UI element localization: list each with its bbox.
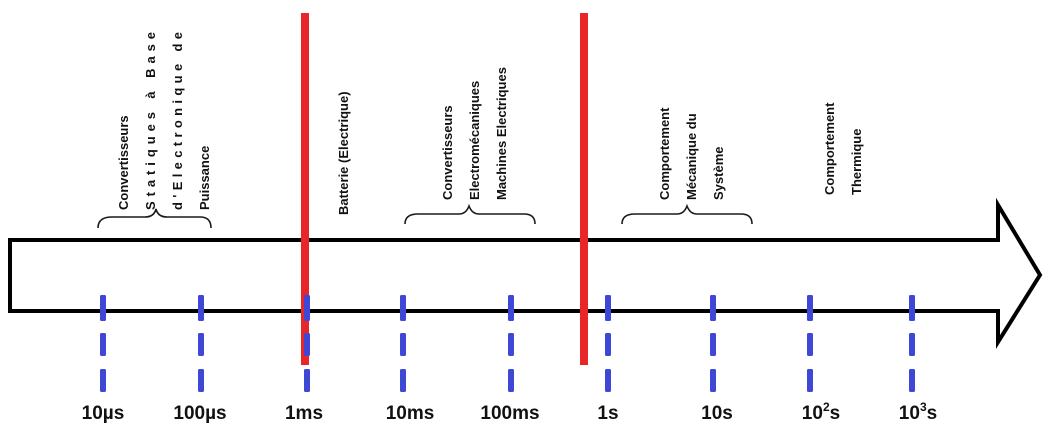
tick-marker-5 [605, 295, 611, 321]
tick-marker-4 [508, 369, 514, 392]
tick-marker-4 [508, 333, 514, 356]
tick-marker-5 [605, 369, 611, 392]
separator-line-1ms [301, 13, 309, 365]
tick-marker-8 [909, 333, 915, 356]
group-label-line: Convertisseurs [116, 115, 131, 210]
tick-exponent: 2 [823, 400, 830, 414]
group-label-line: Statiques à Base [143, 32, 158, 210]
tick-marker-0 [100, 295, 106, 321]
tick-labels: 10µs 100µs 1ms 10ms 100ms 1s 10s 102s 10… [82, 400, 938, 424]
tick-marker-2 [304, 369, 310, 392]
group-comportement-thermique: Comportement Thermique [822, 102, 864, 195]
tick-marker-6 [710, 295, 716, 321]
tick-marker-8 [909, 369, 915, 392]
tick-label-1e2s: 102s [802, 400, 840, 424]
group-label-line: Système [711, 147, 726, 200]
tick-marker-2 [304, 333, 310, 356]
group-label-line: Puissance [197, 146, 212, 210]
group-label-line: Thermique [849, 129, 864, 195]
tick-label-1s: 1s [597, 403, 618, 424]
tick-marker-1 [198, 333, 204, 356]
tick-base: 10 [802, 403, 823, 424]
tick-base: 10 [899, 403, 920, 424]
tick-label-10ms: 10ms [386, 403, 435, 424]
group-label-line: Electromécaniques [467, 81, 482, 200]
tick-marker-7 [807, 333, 813, 356]
tick-label-10s: 10s [701, 403, 733, 424]
tick-label-10us: 10µs [82, 403, 125, 424]
tick-label-1e3s: 103s [899, 400, 937, 424]
group-label-line: d'Electronique de [170, 32, 185, 210]
tick-markers [100, 295, 915, 392]
separator-line-1s [580, 13, 588, 365]
group-label-line: Comportement [822, 102, 837, 195]
brace-comportement-mecanique [621, 203, 753, 225]
tick-marker-3 [400, 333, 406, 356]
group-label-line: Machines Electriques [494, 67, 509, 200]
tick-marker-8 [909, 295, 915, 321]
group-label-line: Convertisseurs [440, 105, 455, 200]
tick-marker-7 [807, 369, 813, 392]
brace-convertisseurs-electromecaniques [404, 203, 536, 225]
tick-marker-3 [400, 369, 406, 392]
tick-marker-6 [710, 369, 716, 392]
group-label-line: Comportement [657, 107, 672, 200]
tick-label-100us: 100µs [173, 403, 226, 424]
tick-marker-4 [508, 295, 514, 321]
tick-marker-0 [100, 333, 106, 356]
tick-marker-1 [198, 369, 204, 392]
time-axis-arrow [8, 197, 1043, 349]
group-label-line: Mécanique du [684, 113, 699, 200]
tick-marker-0 [100, 369, 106, 392]
tick-exponent: 3 [920, 400, 927, 414]
tick-marker-5 [605, 333, 611, 356]
group-convertisseurs-electromecaniques: Convertisseurs Electromécaniques Machine… [440, 67, 509, 200]
tick-unit: s [830, 403, 841, 424]
brace-convertisseurs-statiques [97, 208, 212, 229]
tick-label-1ms: 1ms [285, 403, 323, 424]
group-label-line: Batterie (Electrique) [336, 91, 351, 215]
tick-label-100ms: 100ms [480, 403, 539, 424]
tick-marker-1 [198, 295, 204, 321]
tick-marker-6 [710, 333, 716, 356]
tick-marker-7 [807, 295, 813, 321]
tick-marker-3 [400, 295, 406, 321]
group-convertisseurs-statiques: Convertisseurs Statiques à Base d'Electr… [116, 32, 212, 210]
tick-marker-2 [304, 295, 310, 321]
group-batterie: Batterie (Electrique) [336, 91, 351, 215]
tick-unit: s [927, 403, 938, 424]
group-comportement-mecanique: Comportement Mécanique du Système [657, 107, 726, 200]
